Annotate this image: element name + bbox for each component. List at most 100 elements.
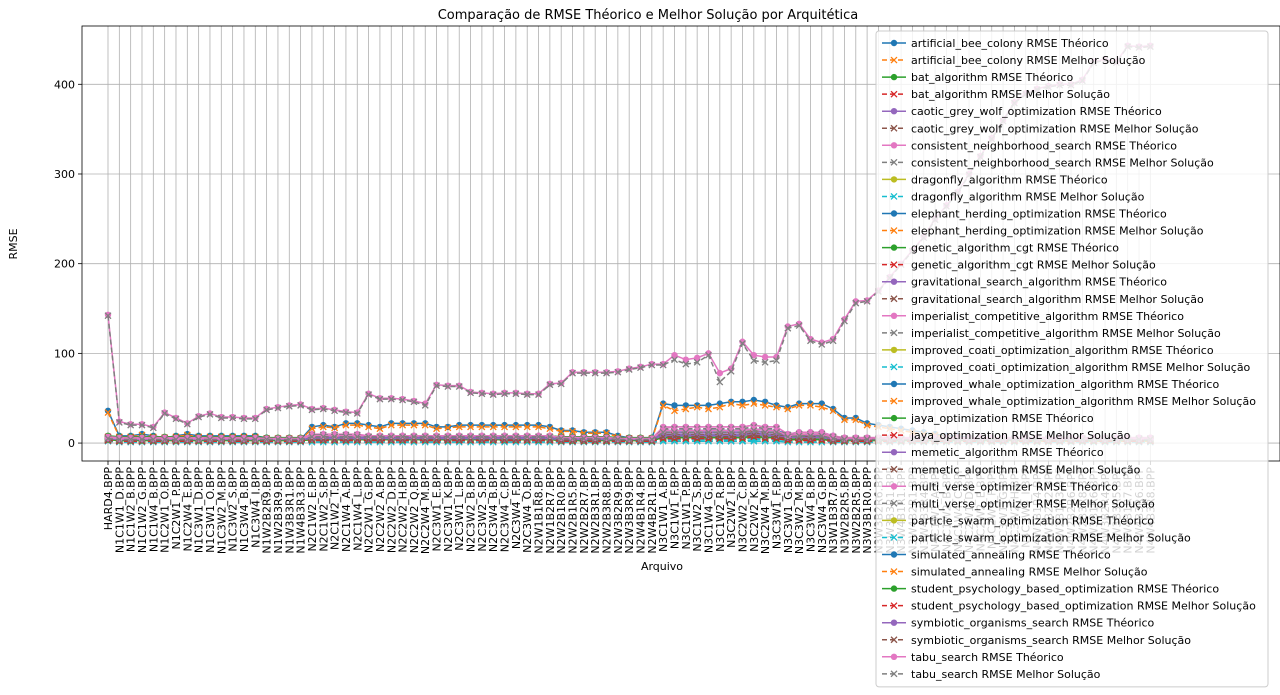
data-point xyxy=(693,403,701,411)
data-point xyxy=(319,405,327,413)
data-point xyxy=(387,395,395,403)
data-point xyxy=(773,403,780,411)
legend-entry: student_psychology_based_optimization RM… xyxy=(882,583,1219,596)
legend-marker xyxy=(890,585,898,592)
legend-marker xyxy=(890,312,898,319)
legend-entry: consistent_neighborhood_search RMSE Melh… xyxy=(882,156,1214,169)
legend-entry: bat_algorithm RMSE Melhor Solução xyxy=(882,88,1110,101)
data-point xyxy=(172,415,180,423)
legend-marker xyxy=(890,39,898,47)
data-point xyxy=(671,351,678,359)
data-point xyxy=(614,368,622,376)
data-point xyxy=(682,405,690,413)
data-point xyxy=(399,421,407,429)
legend-marker xyxy=(890,551,898,558)
data-point xyxy=(773,357,780,365)
legend-entry: jaya_optimization RMSE Théorico xyxy=(882,412,1094,425)
legend-entry: genetic_algorithm_cgt RMSE Melhor Soluçã… xyxy=(882,259,1156,272)
data-point xyxy=(161,410,169,417)
data-point xyxy=(727,400,735,408)
y-tick-label: 400 xyxy=(54,78,75,91)
legend-label: particle_swarm_optimization RMSE Melhor … xyxy=(911,531,1191,544)
legend-label: caotic_grey_wolf_optimization RMSE Melho… xyxy=(911,122,1199,135)
legend-marker xyxy=(890,380,898,388)
data-point xyxy=(183,420,191,428)
data-point xyxy=(297,401,305,409)
data-point xyxy=(750,357,758,365)
legend-entry: student_psychology_based_optimization RM… xyxy=(882,600,1256,613)
legend-entry: multi_verse_optimizer RMSE Théorico xyxy=(882,480,1118,493)
legend-marker xyxy=(890,653,898,660)
data-point xyxy=(353,410,361,417)
legend-entry: memetic_algorithm RMSE Melhor Solução xyxy=(882,463,1141,476)
legend-entry: bat_algorithm RMSE Théorico xyxy=(882,71,1073,84)
data-point xyxy=(274,404,282,412)
data-point xyxy=(840,416,848,424)
data-point xyxy=(501,390,509,398)
data-point xyxy=(829,407,837,415)
legend-entry: elephant_herding_optimization RMSE Théor… xyxy=(882,208,1167,221)
legend-marker xyxy=(890,210,898,217)
data-point xyxy=(693,358,701,366)
data-point xyxy=(693,354,701,362)
legend-label: bat_algorithm RMSE Théorico xyxy=(911,71,1073,84)
data-point xyxy=(467,389,475,397)
data-point xyxy=(149,424,157,432)
data-point xyxy=(569,427,576,435)
legend-entry: imperialist_competitive_algorithm RMSE T… xyxy=(882,310,1184,323)
y-tick-label: 0 xyxy=(68,437,75,450)
data-point xyxy=(127,421,135,429)
data-point xyxy=(671,402,678,409)
data-point xyxy=(421,421,429,429)
data-point xyxy=(535,391,542,399)
data-point xyxy=(807,337,814,345)
legend-label: gravitational_search_algorithm RMSE Théo… xyxy=(911,276,1167,289)
legend-entry: improved_whale_optimization_algorithm RM… xyxy=(882,395,1256,408)
data-point xyxy=(240,415,248,423)
data-point xyxy=(478,423,486,431)
legend-entry: symbiotic_organisms_search RMSE Théorico xyxy=(882,617,1155,630)
data-point xyxy=(115,418,123,426)
data-point xyxy=(852,416,860,424)
legend-label: artificial_bee_colony RMSE Théorico xyxy=(911,37,1109,50)
legend-entry: particle_swarm_optimization RMSE Melhor … xyxy=(882,531,1191,544)
legend-label: multi_verse_optimizer RMSE Théorico xyxy=(911,480,1118,493)
legend-label: consistent_neighborhood_search RMSE Melh… xyxy=(911,156,1214,169)
data-point xyxy=(750,400,758,408)
y-tick-label: 300 xyxy=(54,168,75,181)
data-point xyxy=(682,356,690,363)
legend-marker xyxy=(890,619,898,626)
legend-label: improved_coati_optimization_algorithm RM… xyxy=(911,344,1214,357)
chart-title: Comparação de RMSE Théorico e Melhor Sol… xyxy=(438,8,859,23)
data-point xyxy=(705,405,712,413)
data-point xyxy=(195,413,203,421)
legend-marker xyxy=(890,414,898,422)
data-point xyxy=(308,425,316,433)
data-point xyxy=(671,356,678,364)
legend-label: genetic_algorithm_cgt RMSE Melhor Soluçã… xyxy=(911,259,1156,272)
legend-entry: caotic_grey_wolf_optimization RMSE Melho… xyxy=(882,122,1199,135)
data-point xyxy=(512,423,520,431)
legend-marker xyxy=(890,449,898,456)
data-point xyxy=(376,395,384,403)
data-point xyxy=(285,402,293,410)
legend-entry: gravitational_search_algorithm RMSE Melh… xyxy=(882,293,1204,306)
data-point xyxy=(818,340,826,348)
data-point xyxy=(750,351,758,359)
data-point xyxy=(795,322,803,330)
legend-label: symbiotic_organisms_search RMSE Melhor S… xyxy=(911,634,1191,647)
data-point xyxy=(603,369,610,377)
legend-marker xyxy=(890,483,898,490)
data-point xyxy=(523,391,531,399)
x-axis-label: Arquivo xyxy=(641,560,683,573)
legend-marker xyxy=(890,176,898,183)
data-point xyxy=(863,297,871,305)
legend-entry: imperialist_competitive_algorithm RMSE M… xyxy=(882,327,1221,340)
data-point xyxy=(138,421,146,429)
data-point xyxy=(580,369,588,377)
legend-marker xyxy=(890,142,898,149)
data-point xyxy=(229,414,237,422)
legend-label: symbiotic_organisms_search RMSE Théorico xyxy=(911,617,1155,630)
legend-label: gravitational_search_algorithm RMSE Melh… xyxy=(911,293,1204,306)
data-point xyxy=(739,338,746,345)
